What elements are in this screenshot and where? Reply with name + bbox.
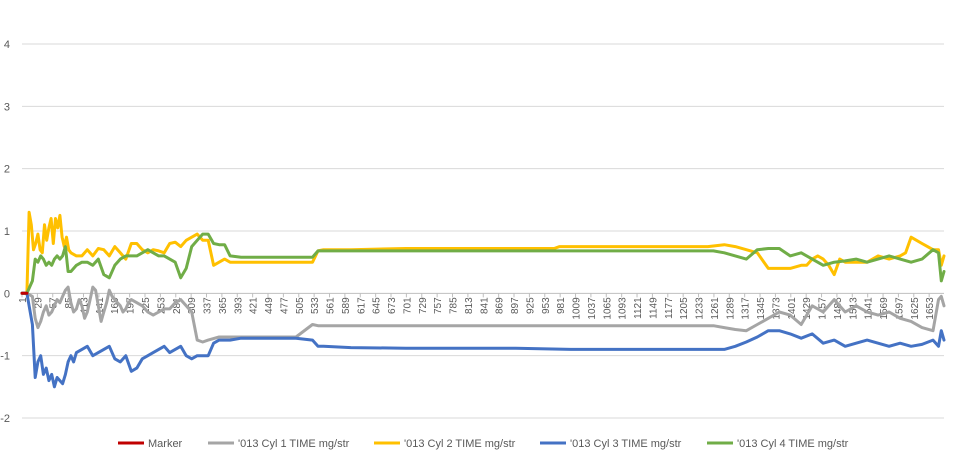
- x-tick-label: 1429: [802, 297, 813, 320]
- x-tick-label: 505: [295, 297, 306, 314]
- x-tick-label: 1065: [602, 297, 613, 320]
- x-tick-label: 1149: [648, 297, 659, 319]
- x-tick-label: 309: [187, 297, 198, 314]
- x-tick-label: 1093: [618, 297, 629, 320]
- legend-label: Marker: [148, 438, 183, 450]
- x-tick-label: 225: [141, 297, 152, 314]
- x-tick-label: 393: [233, 297, 244, 314]
- x-tick-label: 1261: [710, 297, 721, 320]
- x-tick-label: 337: [203, 297, 214, 314]
- x-tick-label: 197: [126, 297, 137, 314]
- legend-label: '013 Cyl 3 TIME mg/str: [570, 438, 682, 450]
- x-tick-label: 953: [541, 297, 552, 314]
- x-tick-label: 1569: [879, 297, 890, 320]
- gridlines: [22, 43, 944, 419]
- y-tick-label: 4: [4, 39, 10, 51]
- x-tick-label: 729: [418, 297, 429, 314]
- legend-label: '013 Cyl 4 TIME mg/str: [737, 438, 849, 450]
- x-tick-label: 869: [495, 297, 506, 314]
- x-tick-label: 449: [264, 297, 275, 314]
- x-axis: [21, 292, 944, 298]
- y-tick-label: -1: [0, 351, 10, 363]
- x-tick-label: 29: [33, 297, 44, 309]
- x-tick-label: 1037: [587, 297, 598, 320]
- legend: Marker '013 Cyl 1 TIME mg/str '013 Cyl 2 T…: [118, 438, 849, 450]
- x-tick-label: 169: [110, 297, 121, 314]
- x-tick-label: 813: [464, 297, 475, 314]
- x-tick-label: 673: [387, 297, 398, 314]
- x-tick-label: 365: [218, 297, 229, 314]
- x-tick-label: 897: [510, 297, 521, 314]
- x-tick-label: 589: [341, 297, 352, 314]
- x-tick-label: 141: [95, 297, 106, 314]
- x-tick-label: 701: [402, 297, 413, 314]
- x-tick-label: 841: [479, 297, 490, 314]
- x-tick-label: 1485: [833, 297, 844, 320]
- x-tick-label: 1205: [679, 297, 690, 320]
- x-tick-label: 477: [279, 297, 290, 314]
- x-tick-label: 1625: [910, 297, 921, 320]
- x-tick-label: 1289: [725, 297, 736, 320]
- x-tick-label: 1345: [756, 297, 767, 320]
- series-line: [20, 210, 946, 295]
- y-tick-label: 0: [4, 288, 10, 300]
- x-tick-label: 1401: [787, 297, 798, 320]
- y-tick-label: 3: [4, 101, 10, 113]
- x-axis-ticks: 1 29 57 85 113 141 169 197 225 253 281 309 337 365 393…: [18, 297, 936, 320]
- y-axis-ticks: 4 3 2 1 0 -1 -2: [0, 39, 10, 425]
- x-tick-label: 1233: [695, 297, 706, 320]
- y-tick-label: 2: [4, 164, 10, 176]
- x-tick-label: 1177: [664, 297, 675, 319]
- x-tick-label: 1: [18, 297, 29, 303]
- x-tick-label: 785: [449, 297, 460, 314]
- x-tick-label: 1121: [633, 297, 644, 319]
- series-lines: [20, 210, 946, 389]
- x-tick-label: 1373: [771, 297, 782, 320]
- x-tick-label: 1597: [894, 297, 905, 320]
- legend-label: '013 Cyl 1 TIME mg/str: [238, 438, 350, 450]
- x-tick-label: 1317: [741, 297, 752, 320]
- x-tick-label: 925: [525, 297, 536, 314]
- x-tick-label: 981: [556, 297, 567, 314]
- x-tick-label: 1541: [864, 297, 875, 320]
- x-tick-label: 617: [356, 297, 367, 314]
- x-tick-label: 757: [433, 297, 444, 314]
- legend-label: '013 Cyl 2 TIME mg/str: [404, 438, 516, 450]
- x-tick-label: 281: [172, 297, 183, 314]
- x-tick-label: 1653: [925, 297, 936, 320]
- x-tick-label: 645: [372, 297, 383, 314]
- y-tick-label: -2: [0, 413, 10, 425]
- x-tick-label: 253: [156, 297, 167, 314]
- x-tick-label: 1009: [572, 297, 583, 320]
- x-tick-label: 1457: [818, 297, 829, 320]
- x-tick-label: 113: [80, 297, 91, 313]
- x-tick-label: 421: [249, 297, 260, 314]
- x-tick-label: 561: [326, 297, 337, 314]
- series-line: [20, 285, 946, 344]
- x-tick-label: 533: [310, 297, 321, 314]
- series-line: [20, 291, 946, 389]
- series-line: [20, 232, 946, 295]
- y-tick-label: 1: [4, 226, 10, 238]
